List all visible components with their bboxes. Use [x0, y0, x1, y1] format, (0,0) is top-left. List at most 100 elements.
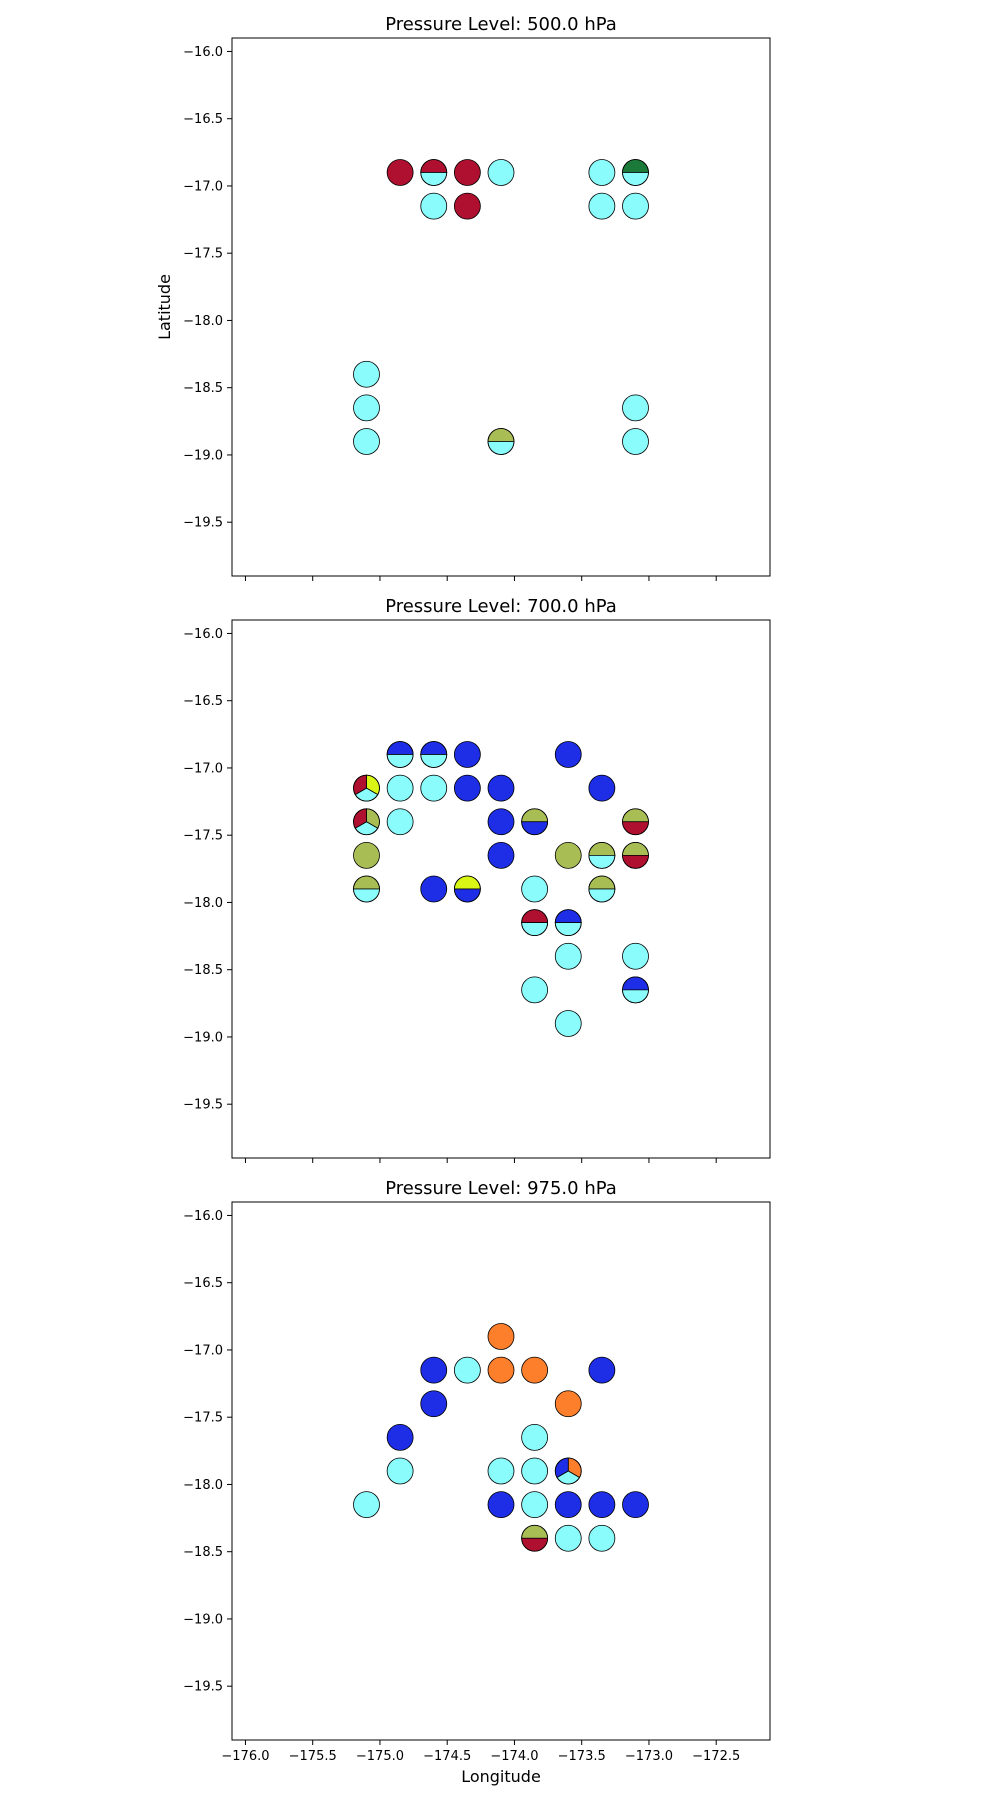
y-tick-label: −16.5	[183, 1276, 223, 1291]
station-marker	[554, 741, 582, 768]
y-tick-label: −18.5	[183, 963, 223, 978]
station-marker	[353, 841, 380, 869]
station-marker	[521, 1457, 549, 1485]
marker-fill	[487, 808, 515, 836]
station-marker	[521, 976, 549, 1004]
y-tick-label: −17.0	[183, 1343, 223, 1358]
marker-fill	[487, 841, 515, 869]
marker-outline	[554, 909, 582, 937]
panel-3: Pressure Level: 975.0 hPa −16.0 −16.5 −17.0…	[183, 1178, 771, 1786]
station-marker	[588, 159, 616, 186]
y-tick-label: −16.0	[183, 627, 223, 642]
axes-frame	[231, 37, 771, 577]
station-marker	[353, 875, 380, 903]
station-marker	[487, 774, 515, 802]
y-tick-label: −17.0	[183, 761, 223, 776]
station-marker	[487, 841, 515, 869]
marker-fill	[353, 841, 380, 869]
x-tick-label: −174.0	[490, 1749, 538, 1764]
marker-outline	[420, 159, 448, 186]
marker-fill	[588, 774, 616, 802]
station-marker	[487, 1457, 515, 1485]
marker-fill	[453, 741, 481, 768]
marker-fill	[554, 942, 582, 970]
x-tick-label: −173.5	[558, 1749, 606, 1764]
station-marker	[420, 159, 448, 186]
marker-fill	[554, 1010, 582, 1037]
marker-fill	[386, 159, 414, 186]
marker-fill	[353, 428, 380, 455]
station-marker	[554, 1491, 582, 1519]
marker-fill	[521, 875, 549, 903]
x-tick-label: −172.5	[692, 1749, 740, 1764]
marker-outline	[353, 808, 380, 836]
station-marker	[353, 774, 380, 802]
station-marker	[453, 1356, 481, 1384]
marker-outline	[386, 741, 414, 768]
station-marker	[420, 1390, 448, 1418]
station-marker	[420, 741, 448, 768]
marker-outline	[622, 808, 649, 836]
panel-title: Pressure Level: 500.0 hPa	[385, 14, 617, 35]
station-marker	[386, 808, 414, 836]
marker-outline	[588, 841, 616, 869]
marker-fill	[622, 942, 649, 970]
station-marker	[353, 1491, 380, 1519]
marker-fill	[420, 875, 448, 903]
station-marker	[554, 1524, 582, 1552]
marker-fill	[622, 192, 649, 220]
marker-fill	[554, 1524, 582, 1552]
marker-outline	[521, 1524, 549, 1552]
marker-fill	[386, 774, 414, 802]
marker-fill	[420, 192, 448, 220]
panel-1: Pressure Level: 500.0 hPa −16.0 −16.5 −17.0…	[155, 14, 771, 581]
station-marker	[521, 1491, 549, 1519]
marker-fill	[487, 1356, 515, 1384]
marker-fill	[386, 1423, 414, 1451]
y-tick-label: −19.0	[183, 448, 223, 463]
marker-outline	[353, 774, 380, 802]
marker-fill	[420, 1356, 448, 1384]
marker-outline	[521, 909, 549, 937]
marker-fill	[588, 1524, 616, 1552]
y-tick-label: −19.5	[183, 516, 223, 531]
x-axis-label: Longitude	[461, 1767, 541, 1786]
marker-fill	[487, 1457, 515, 1485]
station-marker	[554, 1457, 582, 1485]
station-marker	[453, 159, 481, 186]
station-marker	[588, 1491, 616, 1519]
station-marker	[622, 428, 649, 455]
panel-title: Pressure Level: 975.0 hPa	[385, 1178, 617, 1199]
station-marker	[353, 428, 380, 455]
marker-outline	[622, 976, 649, 1004]
marker-fill	[521, 1423, 549, 1451]
y-tick-label: −16.5	[183, 694, 223, 709]
station-marker	[386, 741, 414, 768]
station-marker	[453, 774, 481, 802]
station-marker	[588, 1356, 616, 1384]
station-marker	[588, 1524, 616, 1552]
y-axis-label: Latitude	[155, 274, 174, 340]
x-tick-label: −176.0	[221, 1749, 269, 1764]
panel-title: Pressure Level: 700.0 hPa	[385, 596, 617, 617]
station-marker	[622, 1491, 649, 1519]
station-marker	[453, 192, 481, 220]
marker-fill	[487, 159, 515, 186]
marker-fill	[521, 1356, 549, 1384]
marker-fill	[487, 1491, 515, 1519]
x-tick-label: −175.0	[356, 1749, 404, 1764]
marker-fill	[487, 1323, 515, 1350]
station-marker	[622, 808, 649, 836]
station-marker	[588, 875, 616, 903]
y-tick-label: −19.0	[183, 1030, 223, 1045]
station-marker	[386, 1423, 414, 1451]
y-tick-label: −18.0	[183, 896, 223, 911]
marker-fill	[453, 774, 481, 802]
y-tick-label: −19.0	[183, 1612, 223, 1627]
station-marker	[386, 1457, 414, 1485]
station-marker	[521, 909, 549, 937]
station-marker	[622, 942, 649, 970]
station-marker	[588, 192, 616, 220]
station-marker	[487, 808, 515, 836]
